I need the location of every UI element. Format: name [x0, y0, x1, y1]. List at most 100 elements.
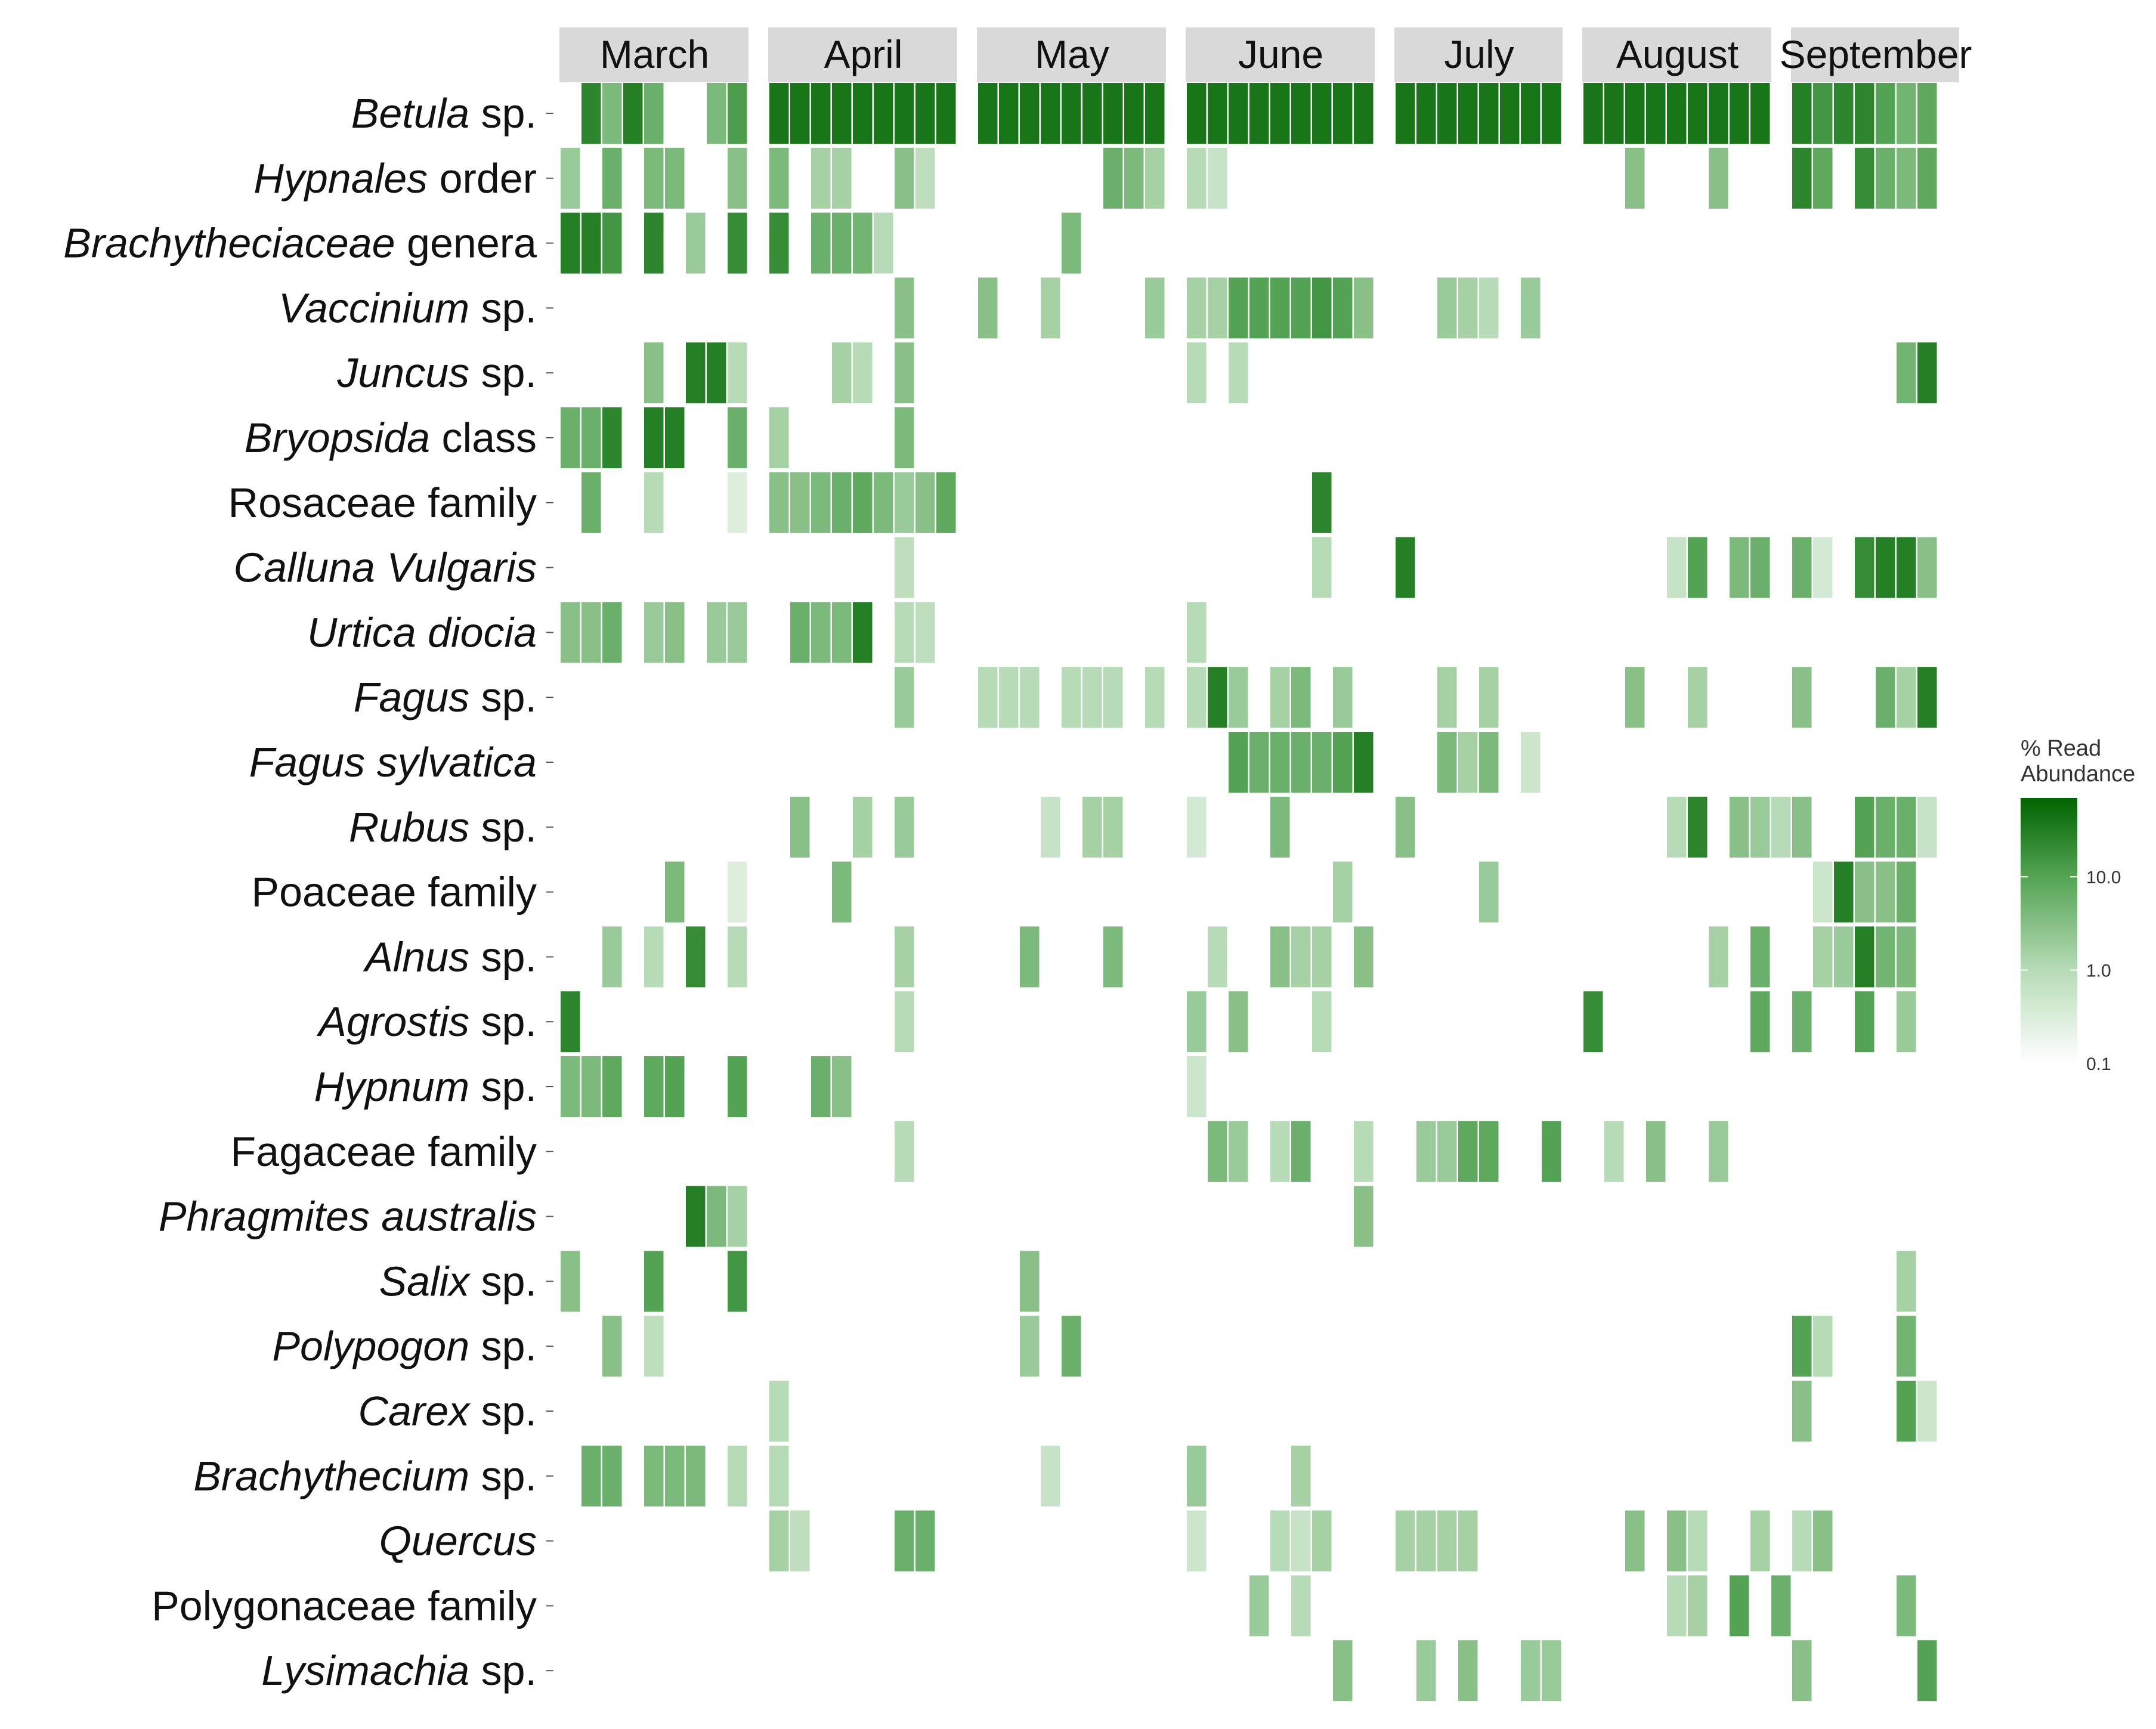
- heatmap-cell: [915, 83, 935, 144]
- heatmap-cell: [644, 342, 664, 404]
- heatmap-cell: [936, 472, 956, 533]
- taxon-labels: Betula sp. Hypnales order Brachytheciaceae…: [63, 90, 553, 1694]
- heatmap-cell: [644, 83, 664, 144]
- heatmap-cell: [1208, 667, 1227, 728]
- heatmap-cell: [832, 602, 852, 663]
- heatmap-cell: [895, 83, 914, 144]
- heatmap-cell: [1625, 147, 1645, 209]
- month-label-may: May: [1035, 32, 1109, 76]
- heatmap-cell: [665, 1445, 685, 1507]
- heatmap-cell: [1813, 537, 1833, 598]
- heatmap-cell: [853, 342, 873, 404]
- heatmap-cell: [895, 342, 914, 404]
- heatmap-cell: [1312, 537, 1332, 598]
- heatmap-cell: [1437, 277, 1457, 339]
- heatmap-cell: [1020, 83, 1040, 144]
- heatmap-cell: [1354, 277, 1374, 339]
- heatmap-cell: [1041, 83, 1060, 144]
- heatmap-cell: [853, 796, 873, 858]
- heatmap-cell: [1270, 1510, 1290, 1572]
- heatmap-cell: [1312, 732, 1332, 793]
- heatmap-cell: [1187, 991, 1207, 1053]
- heatmap-cell: [1855, 537, 1874, 598]
- taxon-label: Carex sp.: [358, 1388, 537, 1434]
- heatmap-cell: [1312, 83, 1332, 144]
- heatmap-cell: [686, 212, 706, 274]
- heatmap-cell: [1396, 796, 1415, 858]
- heatmap-cell: [581, 1445, 601, 1507]
- heatmap-cell: [1855, 796, 1874, 858]
- heatmap-cell: [665, 407, 685, 468]
- heatmap-cell: [1124, 147, 1144, 209]
- heatmap-cell: [1458, 1121, 1478, 1182]
- heatmap-cell: [1041, 1445, 1060, 1507]
- heatmap-cell: [1876, 796, 1895, 858]
- heatmap-cell: [1479, 277, 1499, 339]
- heatmap-cell: [1750, 926, 1770, 988]
- heatmap-cell: [1813, 83, 1833, 144]
- heatmap-cell: [1500, 83, 1520, 144]
- heatmap-cell: [1354, 83, 1374, 144]
- heatmap-cell: [1437, 1121, 1457, 1182]
- heatmap-cell: [1041, 277, 1060, 339]
- heatmap-cell: [1479, 83, 1499, 144]
- heatmap-cell: [1229, 732, 1248, 793]
- heatmap-cell: [1312, 1510, 1332, 1572]
- heatmap-cell: [790, 83, 810, 144]
- heatmap-cell: [811, 212, 831, 274]
- heatmap-cell: [769, 83, 789, 144]
- heatmap-cell: [1354, 732, 1374, 793]
- heatmap-cell: [1604, 83, 1624, 144]
- heatmap-cell: [1270, 796, 1290, 858]
- month-strip-june: [1186, 27, 1375, 82]
- heatmap-cell: [1709, 1121, 1728, 1182]
- heatmap-cell: [1876, 926, 1895, 988]
- heatmap-cell: [728, 861, 747, 923]
- heatmap-cell: [1082, 83, 1102, 144]
- heatmap-cell: [1458, 732, 1478, 793]
- taxon-label: Polypogon sp.: [272, 1323, 537, 1369]
- heatmap-cell: [1249, 277, 1269, 339]
- heatmap-cell: [1750, 796, 1770, 858]
- heatmap-cell: [1688, 1510, 1708, 1572]
- heatmap-cell: [1771, 1575, 1791, 1637]
- heatmap-cell: [602, 1445, 622, 1507]
- heatmap-cell: [561, 991, 580, 1053]
- heatmap-cell: [1020, 1251, 1040, 1312]
- heatmap-cell: [915, 1510, 935, 1572]
- heatmap-cell: [1291, 1445, 1311, 1507]
- taxon-label: Lysimachia sp.: [261, 1647, 537, 1694]
- heatmap-cell: [895, 1121, 914, 1182]
- taxon-label: Rosaceae family: [228, 480, 537, 526]
- heatmap-cell: [1145, 147, 1165, 209]
- heatmap-cell: [1333, 861, 1353, 923]
- heatmap-cell: [1208, 277, 1227, 339]
- heatmap-cell: [1897, 926, 1916, 988]
- heatmap-cell: [1312, 277, 1332, 339]
- heatmap-cell: [561, 212, 580, 274]
- heatmap-cell: [1270, 83, 1290, 144]
- legend-ticks: 10.0 1.0 0.1: [2021, 868, 2121, 1074]
- heatmap-cell: [1813, 1510, 1833, 1572]
- heatmap-cell: [769, 1510, 789, 1572]
- heatmap-cell: [1396, 537, 1415, 598]
- heatmap-cell: [644, 926, 664, 988]
- heatmap-cell: [1542, 1640, 1561, 1702]
- heatmap-cell: [1229, 667, 1248, 728]
- heatmap-cell: [1876, 667, 1895, 728]
- heatmap-cell: [853, 472, 873, 533]
- heatmap-cell: [1249, 83, 1269, 144]
- heatmap-cell: [1062, 667, 1081, 728]
- heatmap-cell: [1667, 537, 1687, 598]
- heatmap-cell: [1521, 732, 1541, 793]
- heatmap-cell: [1291, 1510, 1311, 1572]
- heatmap-cell: [728, 147, 747, 209]
- heatmap-cell: [602, 1056, 622, 1117]
- heatmap-cell: [581, 407, 601, 468]
- heatmap-cell: [728, 1251, 747, 1312]
- month-strips: March April May June July August September: [559, 27, 1972, 82]
- heatmap-cell: [1750, 537, 1770, 598]
- legend-tick-label: 1.0: [2086, 961, 2111, 981]
- heatmap-cell: [728, 1186, 747, 1247]
- heatmap-cell: [895, 991, 914, 1053]
